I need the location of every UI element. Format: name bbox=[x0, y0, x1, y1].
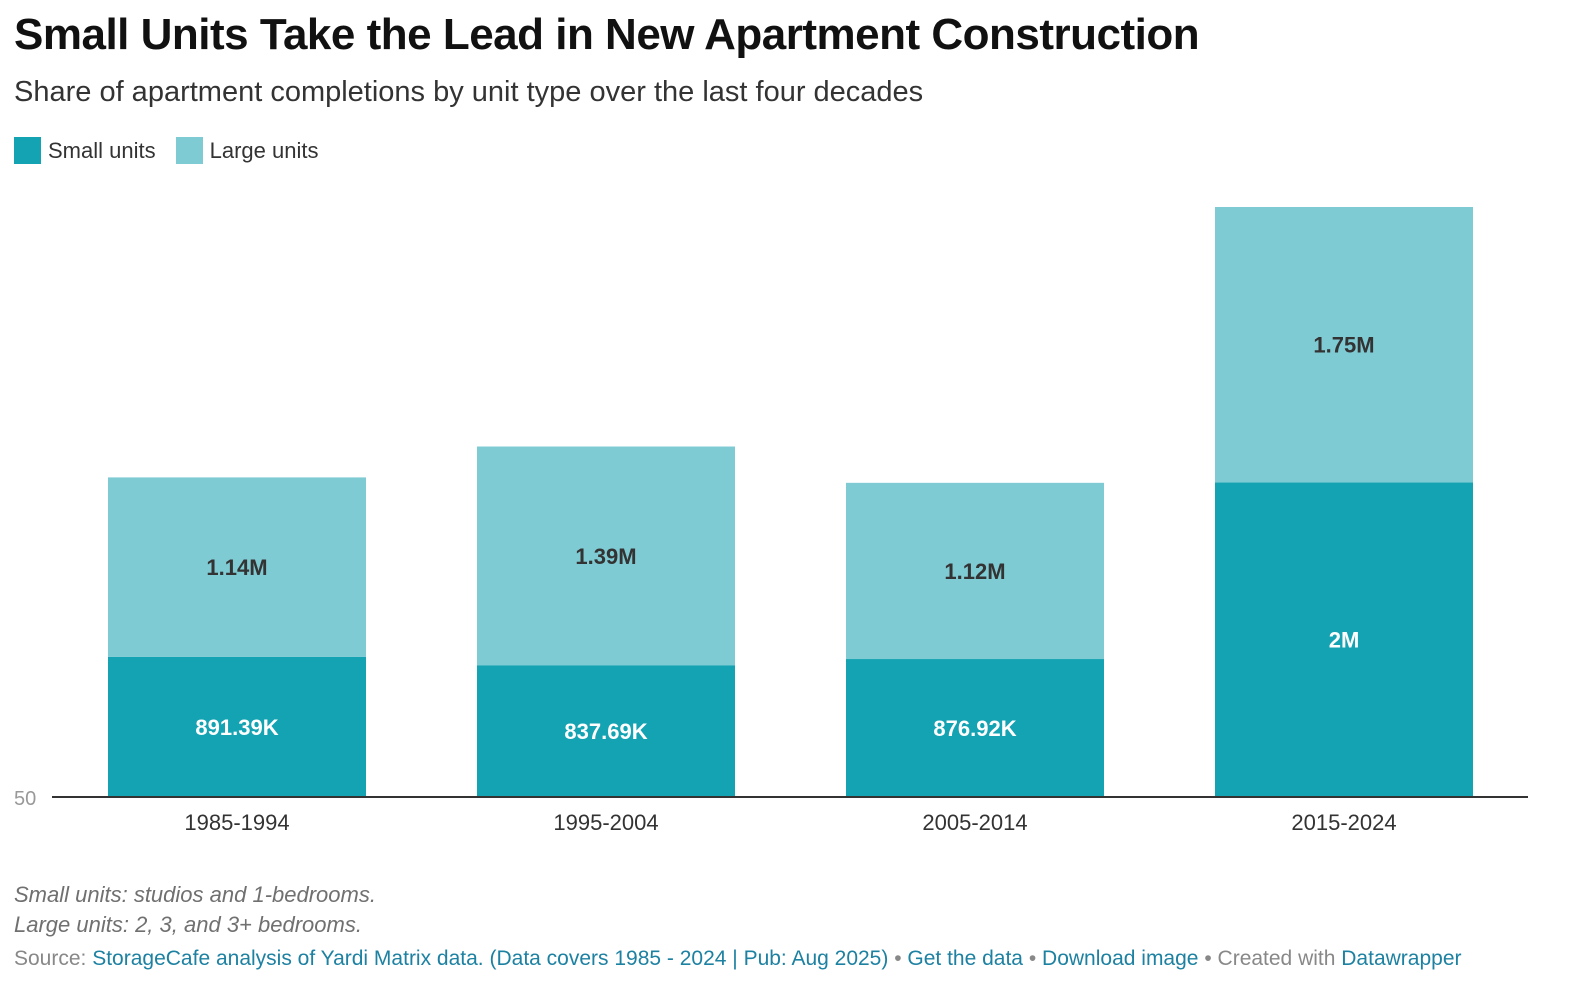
bar-value-label: 1.14M bbox=[206, 555, 267, 580]
x-tick-label: 1985-1994 bbox=[184, 810, 289, 835]
x-tick-label: 2005-2014 bbox=[922, 810, 1027, 835]
get-data-link[interactable]: Get the data bbox=[907, 947, 1023, 970]
legend: Small units Large units bbox=[14, 137, 338, 164]
bar-value-label: 2M bbox=[1329, 628, 1360, 653]
note-small-units: Small units: studios and 1-bedrooms. bbox=[14, 882, 376, 907]
bar-small-1995-2004 bbox=[477, 665, 735, 797]
footer: Source: StorageCafe analysis of Yardi Ma… bbox=[14, 947, 1462, 971]
bar-large-1995-2004 bbox=[477, 446, 735, 666]
footer-separator: • bbox=[1028, 947, 1037, 970]
legend-item-large-units: Large units bbox=[175, 137, 319, 164]
bar-small-1985-1994 bbox=[108, 656, 366, 797]
chart-notes: Small units: studios and 1-bedrooms. Lar… bbox=[14, 880, 376, 940]
note-large-units: Large units: 2, 3, and 3+ bedrooms. bbox=[14, 912, 362, 937]
chart-title: Small Units Take the Lead in New Apartme… bbox=[14, 10, 1200, 59]
created-with-text: Created with bbox=[1217, 947, 1336, 970]
bar-small-2015-2024 bbox=[1215, 482, 1473, 797]
source-link[interactable]: StorageCafe analysis of Yardi Matrix dat… bbox=[92, 947, 889, 970]
x-tick-label: 2015-2024 bbox=[1291, 810, 1396, 835]
bar-small-2005-2014 bbox=[846, 659, 1104, 797]
bar-large-2015-2024 bbox=[1215, 207, 1473, 483]
bar-value-label: 876.92K bbox=[933, 716, 1016, 741]
footer-separator: • bbox=[1204, 947, 1212, 970]
bar-large-2005-2014 bbox=[846, 482, 1104, 660]
bar-large-1985-1994 bbox=[108, 477, 366, 657]
legend-swatch-small-units bbox=[14, 137, 41, 164]
y-tick-label: 50 bbox=[14, 788, 36, 810]
bar-value-label: 891.39K bbox=[195, 715, 278, 740]
footer-separator: • bbox=[894, 947, 902, 970]
bar-value-label: 1.12M bbox=[944, 559, 1005, 584]
legend-swatch-large-units bbox=[175, 137, 203, 164]
stacked-bar-chart: 891.39K 1.14M 1985-1994 837.69K 1.39M 1995-20… bbox=[14, 207, 1528, 835]
bar-value-label: 837.69K bbox=[564, 719, 647, 744]
chart-subtitle: Share of apartment completions by unit t… bbox=[14, 76, 924, 108]
x-tick-label: 1995-2004 bbox=[553, 810, 658, 835]
datawrapper-link[interactable]: Datawrapper bbox=[1341, 947, 1462, 970]
legend-item-small-units: Small units bbox=[14, 137, 156, 164]
bar-value-label: 1.75M bbox=[1313, 333, 1374, 358]
bar-value-label: 1.39M bbox=[575, 544, 636, 569]
source-prefix: Source: bbox=[14, 947, 93, 970]
download-image-link[interactable]: Download image bbox=[1042, 947, 1199, 970]
legend-label-large-units: Large units bbox=[209, 137, 319, 163]
legend-label-small-units: Small units bbox=[48, 137, 156, 163]
